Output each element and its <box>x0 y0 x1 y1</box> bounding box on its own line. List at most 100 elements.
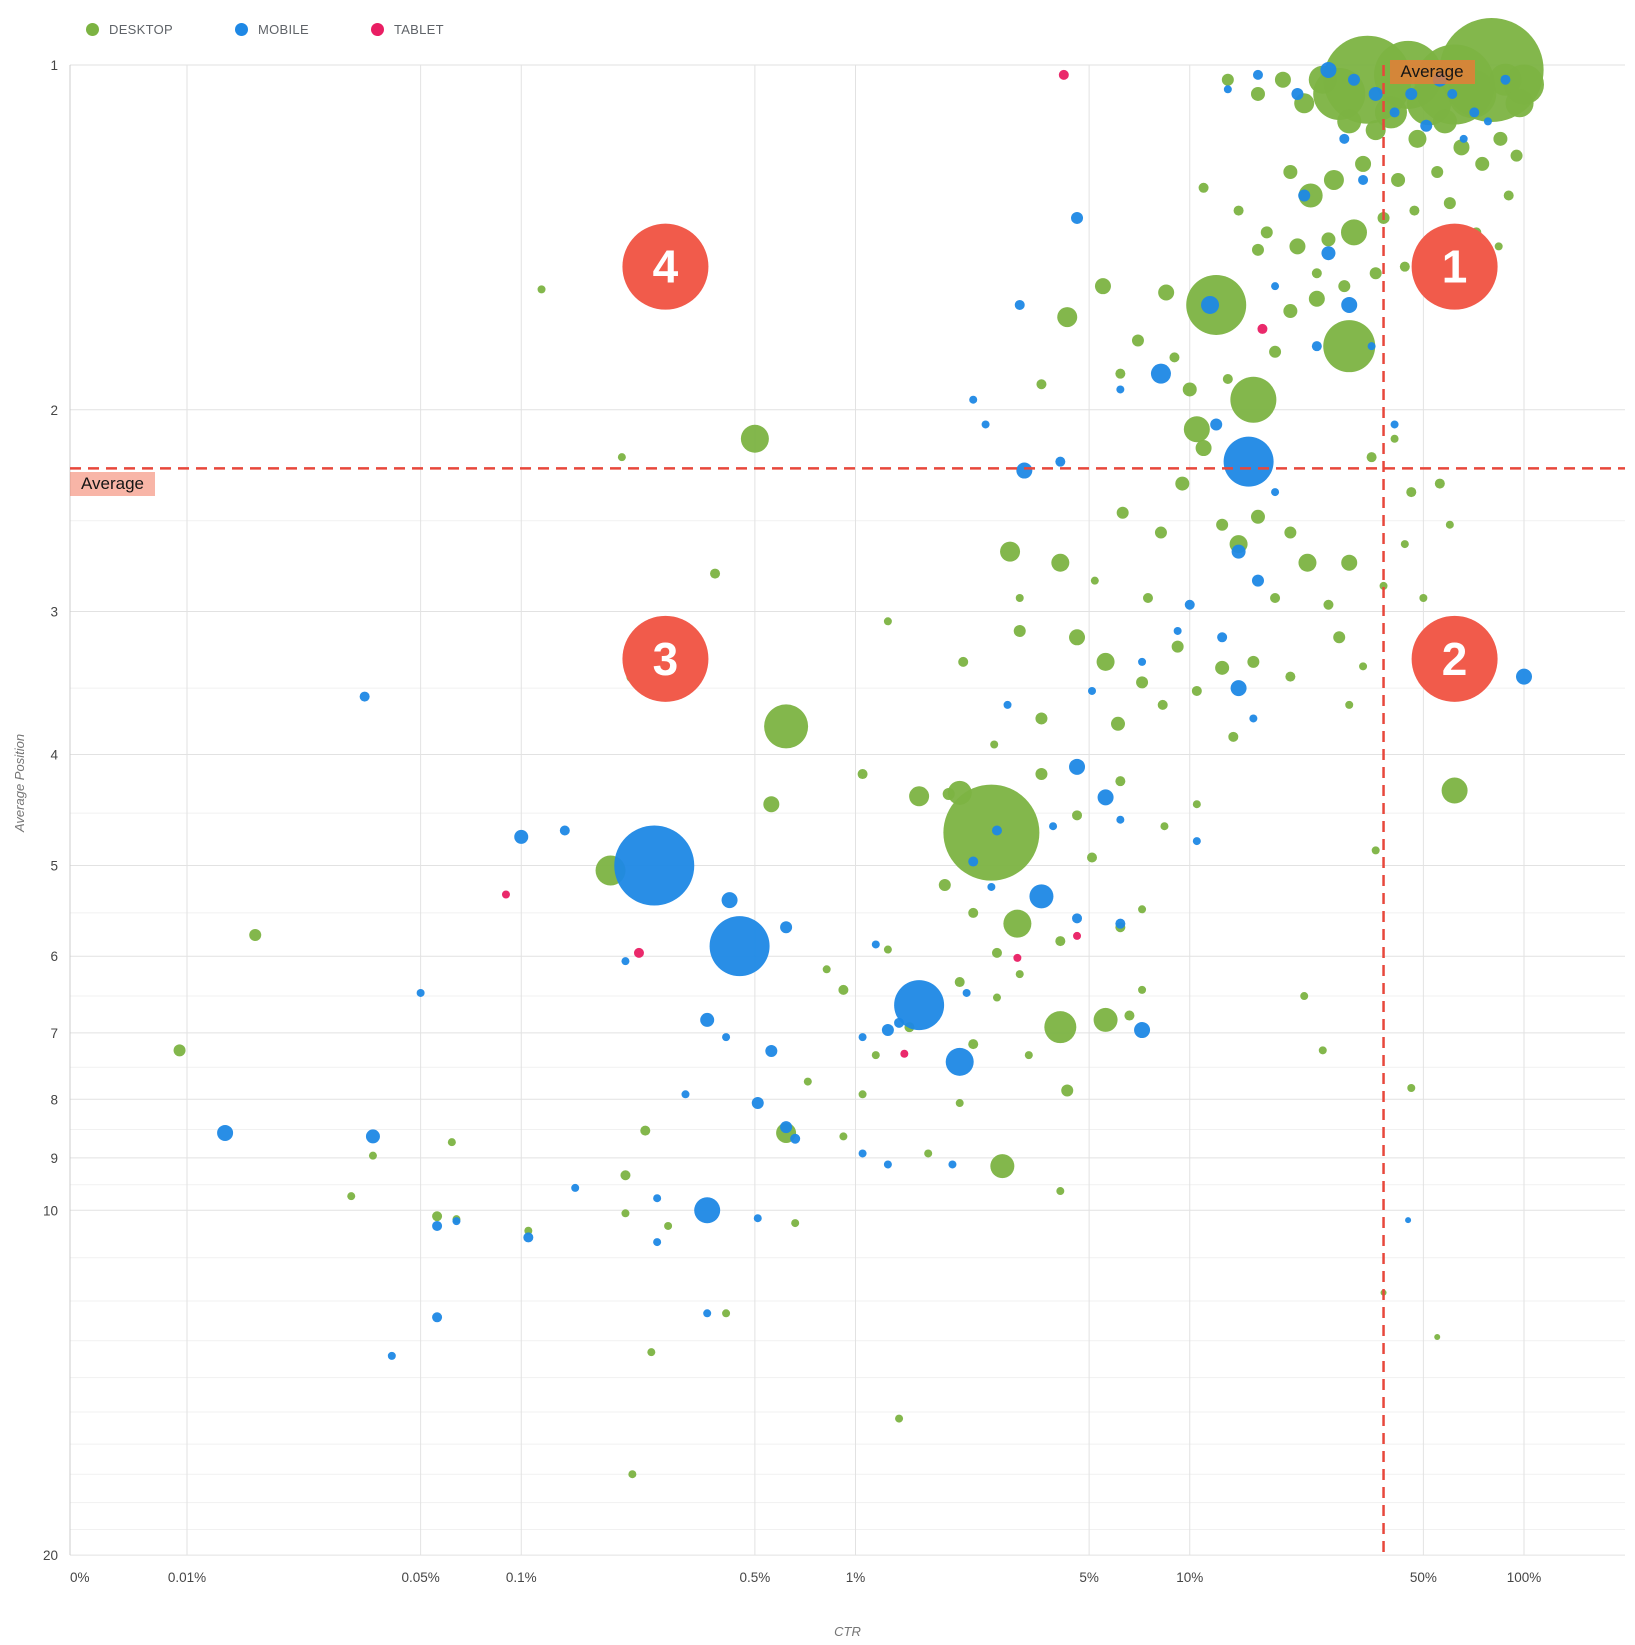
desktop-bubble[interactable] <box>947 780 972 805</box>
desktop-bubble[interactable] <box>883 617 892 626</box>
mobile-bubble[interactable] <box>1150 363 1171 384</box>
desktop-bubble[interactable] <box>1131 334 1144 347</box>
desktop-bubble[interactable] <box>1093 1007 1118 1032</box>
desktop-bubble[interactable] <box>1015 970 1024 979</box>
desktop-bubble[interactable] <box>1250 509 1265 524</box>
desktop-bubble[interactable] <box>447 1138 456 1147</box>
tablet-bubble[interactable] <box>1013 953 1022 962</box>
mobile-bubble[interactable] <box>1201 295 1220 314</box>
desktop-bubble[interactable] <box>1445 520 1454 529</box>
desktop-bubble[interactable] <box>1369 267 1382 280</box>
desktop-bubble[interactable] <box>1419 594 1428 603</box>
mobile-bubble[interactable] <box>1088 686 1097 695</box>
mobile-bubble[interactable] <box>1014 299 1025 310</box>
desktop-bubble[interactable] <box>1260 226 1273 239</box>
mobile-bubble[interactable] <box>1311 341 1322 352</box>
mobile-bubble[interactable] <box>1116 385 1125 394</box>
desktop-bubble[interactable] <box>1124 1010 1135 1021</box>
mobile-bubble[interactable] <box>621 957 630 966</box>
desktop-bubble[interactable] <box>1432 109 1457 134</box>
desktop-bubble[interactable] <box>1323 599 1334 610</box>
mobile-bubble[interactable] <box>416 988 425 997</box>
mobile-bubble[interactable] <box>1138 657 1147 666</box>
mobile-bubble[interactable] <box>753 1214 762 1223</box>
desktop-bubble[interactable] <box>895 1414 904 1423</box>
desktop-bubble[interactable] <box>1157 699 1168 710</box>
desktop-bubble[interactable] <box>537 285 546 294</box>
desktop-bubble[interactable] <box>1198 182 1209 193</box>
desktop-bubble[interactable] <box>1409 205 1420 216</box>
desktop-bubble[interactable] <box>1090 576 1099 585</box>
desktop-bubble[interactable] <box>1340 219 1367 246</box>
desktop-bubble[interactable] <box>938 879 951 892</box>
tablet-bubble[interactable] <box>900 1049 909 1058</box>
desktop-bubble[interactable] <box>1399 261 1410 272</box>
desktop-bubble[interactable] <box>1407 1083 1416 1092</box>
mobile-bubble[interactable] <box>1500 74 1511 85</box>
desktop-bubble[interactable] <box>1154 526 1167 539</box>
desktop-bubble[interactable] <box>1505 89 1534 118</box>
mobile-bubble[interactable] <box>559 825 570 836</box>
mobile-bubble[interactable] <box>1231 544 1246 559</box>
mobile-bubble[interactable] <box>1420 119 1433 132</box>
desktop-bubble[interactable] <box>1116 506 1129 519</box>
desktop-bubble[interactable] <box>1300 992 1309 1001</box>
mobile-bubble[interactable] <box>780 1121 793 1134</box>
desktop-bubble[interactable] <box>628 1470 637 1479</box>
desktop-bubble[interactable] <box>173 1044 186 1057</box>
mobile-bubble[interactable] <box>1341 296 1358 313</box>
desktop-bubble[interactable] <box>943 784 1040 881</box>
tablet-bubble[interactable] <box>1257 323 1268 334</box>
desktop-bubble[interactable] <box>1215 660 1230 675</box>
desktop-bubble[interactable] <box>871 1051 880 1060</box>
desktop-bubble[interactable] <box>958 656 969 667</box>
desktop-bubble[interactable] <box>857 769 868 780</box>
desktop-bubble[interactable] <box>822 965 831 974</box>
desktop-bubble[interactable] <box>968 907 979 918</box>
mobile-bubble[interactable] <box>1320 61 1337 78</box>
desktop-bubble[interactable] <box>647 1348 656 1357</box>
mobile-bubble[interactable] <box>1115 918 1126 929</box>
mobile-bubble[interactable] <box>1249 714 1258 723</box>
mobile-bubble[interactable] <box>1055 456 1066 467</box>
desktop-bubble[interactable] <box>1136 676 1149 689</box>
desktop-bubble[interactable] <box>990 740 999 749</box>
mobile-bubble[interactable] <box>432 1312 443 1323</box>
desktop-bubble[interactable] <box>1341 554 1358 571</box>
mobile-bubble[interactable] <box>703 1309 712 1318</box>
mobile-bubble[interactable] <box>780 921 793 934</box>
mobile-bubble[interactable] <box>653 1194 662 1203</box>
mobile-bubble[interactable] <box>1252 69 1263 80</box>
desktop-bubble[interactable] <box>1298 553 1317 572</box>
mobile-bubble[interactable] <box>721 892 738 909</box>
mobile-bubble[interactable] <box>1447 88 1458 99</box>
mobile-bubble[interactable] <box>681 1090 690 1099</box>
desktop-bubble[interactable] <box>1175 476 1190 491</box>
desktop-bubble[interactable] <box>1338 280 1351 293</box>
desktop-bubble[interactable] <box>1094 278 1111 295</box>
desktop-bubble[interactable] <box>1072 810 1083 821</box>
desktop-bubble[interactable] <box>1390 434 1399 443</box>
desktop-bubble[interactable] <box>524 1226 533 1235</box>
tablet-bubble[interactable] <box>633 947 644 958</box>
bubbles[interactable] <box>173 17 1544 1479</box>
tablet-bubble[interactable] <box>1058 69 1069 80</box>
mobile-bubble[interactable] <box>1339 133 1350 144</box>
desktop-bubble[interactable] <box>1494 242 1503 251</box>
mobile-bubble[interactable] <box>387 1351 396 1360</box>
mobile-bubble[interactable] <box>1347 73 1360 86</box>
desktop-bubble[interactable] <box>1069 629 1086 646</box>
desktop-bubble[interactable] <box>1171 640 1184 653</box>
mobile-bubble[interactable] <box>1071 211 1084 224</box>
desktop-bubble[interactable] <box>1337 109 1362 134</box>
desktop-bubble[interactable] <box>1333 631 1346 644</box>
mobile-bubble[interactable] <box>1389 107 1400 118</box>
desktop-bubble[interactable] <box>1318 1046 1327 1055</box>
mobile-bubble[interactable] <box>514 829 529 844</box>
mobile-bubble[interactable] <box>1516 668 1532 685</box>
desktop-bubble[interactable] <box>1359 662 1368 671</box>
desktop-bubble[interactable] <box>883 945 892 954</box>
mobile-bubble[interactable] <box>1173 626 1182 635</box>
mobile-bubble[interactable] <box>1097 789 1114 806</box>
desktop-bubble[interactable] <box>838 984 849 995</box>
